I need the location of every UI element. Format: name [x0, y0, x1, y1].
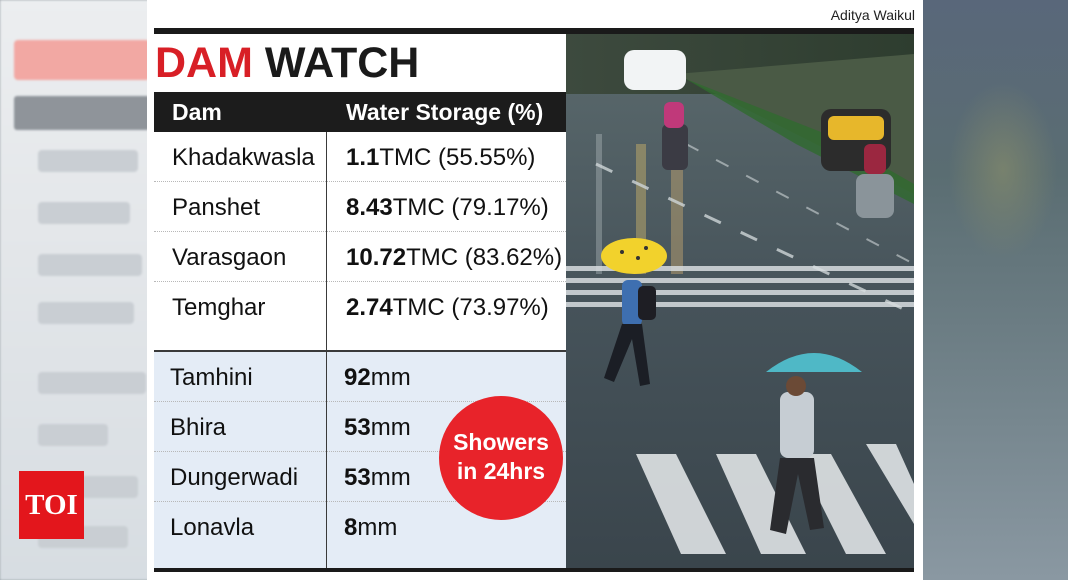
- header-dam: Dam: [172, 99, 222, 125]
- rainfall-value: 53mm: [344, 414, 411, 441]
- blurred-background-right: [918, 0, 1068, 580]
- storage-value: 2.74TMC (73.97%): [346, 294, 549, 321]
- headline: DAM WATCH: [155, 38, 419, 88]
- photo-credit: Aditya Waikul: [830, 7, 915, 23]
- dam-name: Panshet: [172, 194, 261, 221]
- table-row: Varasgaon 10.72TMC (83.62%): [154, 232, 566, 282]
- street-rain-photo: [566, 34, 914, 568]
- dam-name: Khadakwasla: [172, 144, 315, 171]
- rainfall-value: 53mm: [344, 464, 411, 491]
- rainfall-value: 92mm: [344, 364, 411, 391]
- list-item: Lonavla 8mm: [154, 502, 566, 558]
- table-row: Panshet 8.43TMC (79.17%): [154, 182, 566, 232]
- column-divider: [326, 132, 327, 568]
- top-rule: [154, 28, 914, 34]
- rainfall-value: 8mm: [344, 514, 398, 541]
- table-row: Temghar 2.74TMC (73.97%): [154, 282, 566, 332]
- dam-table: Dam Water Storage (%) Khadakwasla 1.1TMC…: [154, 92, 566, 568]
- list-item: Tamhini 92mm: [154, 352, 566, 402]
- location-name: Bhira: [170, 414, 227, 441]
- showers-badge: Showers in 24hrs: [439, 396, 563, 520]
- toi-logo: TOI: [19, 471, 84, 539]
- location-name: Tamhini: [170, 364, 253, 391]
- table-header: Dam Water Storage (%): [154, 92, 566, 132]
- headline-dam: DAM: [155, 39, 253, 87]
- location-name: Lonavla: [170, 514, 255, 541]
- section-divider: [154, 350, 566, 352]
- storage-value: 1.1TMC (55.55%): [346, 144, 536, 171]
- dam-name: Varasgaon: [172, 244, 287, 271]
- headline-watch: WATCH: [264, 39, 420, 87]
- header-storage: Water Storage (%): [346, 99, 544, 125]
- list-item: Bhira 53mm: [154, 402, 566, 452]
- dam-name: Temghar: [172, 294, 266, 321]
- storage-value: 8.43TMC (79.17%): [346, 194, 549, 221]
- location-name: Dungerwadi: [170, 464, 299, 491]
- infographic: Aditya Waikul DAM WATCH Dam Water Storag…: [147, 0, 923, 580]
- bottom-rule: [154, 568, 914, 572]
- storage-value: 10.72TMC (83.62%): [346, 244, 563, 271]
- table-row: Khadakwasla 1.1TMC (55.55%): [154, 132, 566, 182]
- list-item: Dungerwadi 53mm: [154, 452, 566, 502]
